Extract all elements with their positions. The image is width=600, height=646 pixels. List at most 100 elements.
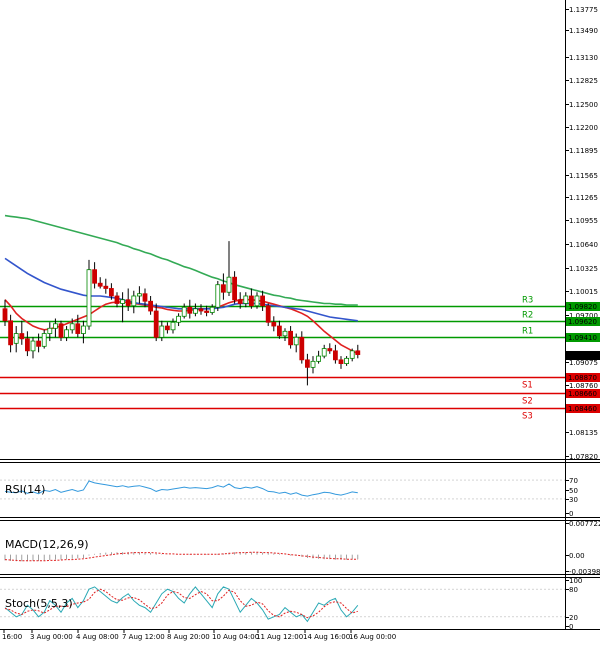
candle-body <box>237 299 243 304</box>
price-tick-label: 1.11895 <box>569 147 598 155</box>
candle-body <box>30 340 36 352</box>
macd-signal-line <box>4 551 358 562</box>
candle-body <box>103 285 109 289</box>
candle-body <box>2 308 8 322</box>
candle-body <box>232 276 238 301</box>
candle-body <box>170 321 176 331</box>
time-tick-label: 10 Aug 04:00 <box>212 633 259 641</box>
price-axis: 1.13775 1.13490 1.13130 1.12825 1.12500 1.122… <box>565 6 598 461</box>
level-name-r1: R1 <box>522 327 533 337</box>
level-tag-text: 1.09820 <box>568 303 597 311</box>
level-tag-text: 1.08870 <box>568 374 597 382</box>
current-price-tag <box>566 351 600 360</box>
candle-body <box>316 355 322 362</box>
candle-body <box>24 338 30 352</box>
candle-body <box>243 295 249 304</box>
indicator-tick-label: 100 <box>569 577 582 585</box>
candle-body <box>81 325 86 334</box>
price-tick-label: 1.10015 <box>569 288 598 296</box>
level-tag-s1 <box>566 373 600 382</box>
rsi-label: RSI(14) <box>5 483 45 496</box>
candle-body <box>355 350 361 355</box>
candle-body <box>164 325 170 331</box>
rsi-line <box>4 480 358 497</box>
candle-body <box>215 284 221 308</box>
candle-body <box>254 295 260 307</box>
indicator-tick-label: 20 <box>569 614 578 622</box>
candle-body <box>310 360 316 368</box>
candle-body <box>192 308 198 314</box>
candle-body <box>344 357 350 364</box>
time-axis: 16:00 3 Aug 00:00 4 Aug 08:00 7 Aug 12:00 8 … <box>2 629 396 641</box>
candle-body <box>265 305 271 323</box>
price-tick-label: 1.12200 <box>569 124 598 132</box>
candle-body <box>125 299 131 307</box>
level-name-s2: S2 <box>522 397 533 407</box>
level-tag-s3 <box>566 404 600 413</box>
price-tick-label: 1.07820 <box>569 453 598 461</box>
indicator-tick-label: 0.00 <box>569 552 585 560</box>
stoch-k-line <box>4 586 359 623</box>
candle-body <box>53 323 58 329</box>
main-plot-background <box>0 0 565 459</box>
indicator-tick-label: 30 <box>569 496 578 504</box>
support-resistance-levels: R3 R2 R1 S1 S2 S3 <box>0 296 565 422</box>
price-tick-label: 1.11265 <box>569 194 598 202</box>
candle-body <box>304 359 310 368</box>
candle-body <box>159 325 165 338</box>
candle-body <box>92 269 97 284</box>
level-tag-s2 <box>566 389 600 398</box>
level-tag-r1 <box>566 333 600 342</box>
price-tick-label: 1.13490 <box>569 27 598 35</box>
price-tick-label: 1.08135 <box>569 429 598 437</box>
candle-body <box>120 299 125 304</box>
candle-body <box>271 321 277 327</box>
candle-body <box>248 295 254 307</box>
indicator-tick-label: 0 <box>569 623 573 631</box>
time-tick-label: 3 Aug 00:00 <box>30 633 73 641</box>
level-name-s1: S1 <box>522 381 533 391</box>
candle-body <box>86 269 92 327</box>
indicator-tick-label: -0.00398 <box>569 568 600 576</box>
candle-body <box>321 348 327 357</box>
candle-body <box>299 336 305 361</box>
stoch-plot-background <box>0 577 565 629</box>
candle-body <box>293 336 299 346</box>
candle-body <box>349 350 355 359</box>
level-tag-text: 1.09410 <box>568 334 597 342</box>
candle-body <box>209 306 215 313</box>
candle-body <box>260 295 266 307</box>
level-tag-r3 <box>566 302 600 311</box>
level-price-tags: 1.09820 1.09620 1.09410 1.08870 1.08660 1.084… <box>566 302 600 413</box>
candle-body <box>47 327 53 334</box>
candle-body <box>332 350 338 361</box>
time-tick-label: 4 Aug 08:00 <box>76 633 119 641</box>
candle-body <box>204 310 210 313</box>
candle-body <box>131 295 137 307</box>
candle-body <box>114 295 120 304</box>
current-price-text: 1.09171 <box>568 352 597 360</box>
candle-body <box>226 276 232 293</box>
ma-line <box>4 257 358 322</box>
price-tick-label: 1.12825 <box>569 77 598 85</box>
price-tick-label: 1.11565 <box>569 172 598 180</box>
candle-body <box>41 333 47 347</box>
candle-body <box>64 329 69 338</box>
level-name-s3: S3 <box>522 412 533 422</box>
level-tag-r2 <box>566 317 600 326</box>
price-tick-label: 1.09075 <box>569 359 598 367</box>
price-tick-label: 1.13775 <box>569 6 598 14</box>
candle-body <box>288 330 294 346</box>
time-tick-label: 16:00 <box>2 633 22 641</box>
time-tick-label: 11 Aug 12:00 <box>256 633 303 641</box>
candle-body <box>176 315 182 323</box>
ma-line <box>4 298 359 355</box>
macd-label: MACD(12,26,9) <box>5 538 89 551</box>
macd-indicator: 0.007722 0.00 -0.00398 <box>4 520 600 576</box>
price-tick-label: 1.13130 <box>569 54 598 62</box>
candle-body <box>148 300 154 312</box>
time-tick-label: 8 Aug 20:00 <box>167 633 210 641</box>
